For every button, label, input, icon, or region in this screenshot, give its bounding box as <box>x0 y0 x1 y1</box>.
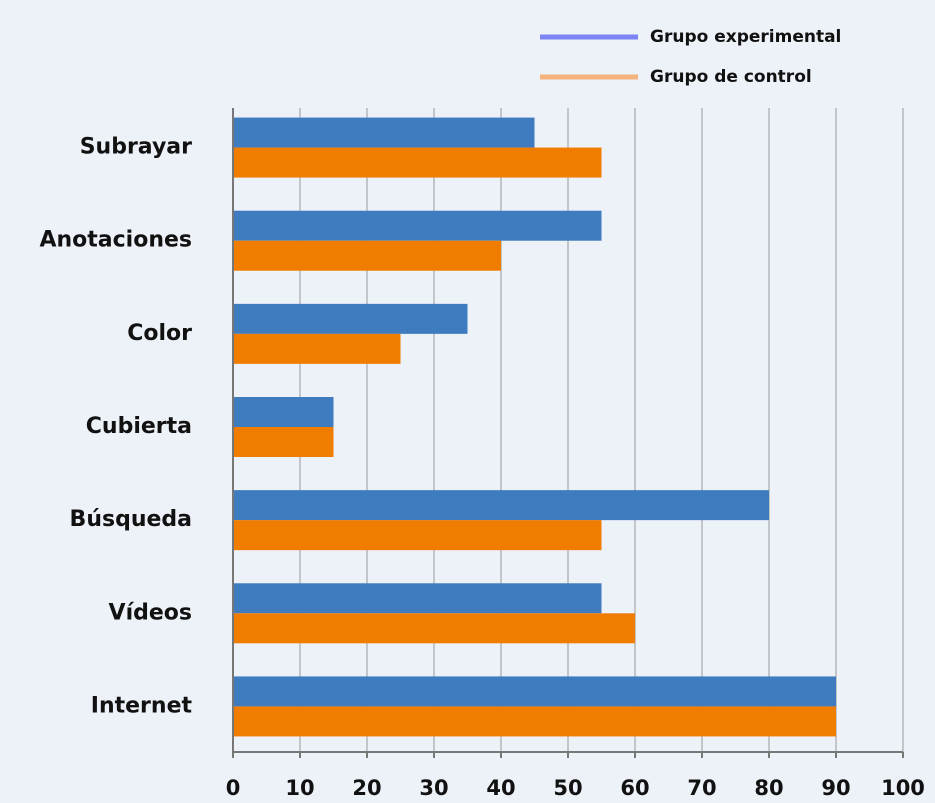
x-tick-label: 80 <box>754 776 783 800</box>
bar <box>233 706 836 737</box>
bar <box>233 676 836 707</box>
bar <box>233 490 769 521</box>
x-tick-label: 10 <box>285 776 314 800</box>
y-tick-label: Subrayar <box>80 135 192 160</box>
bar <box>233 210 602 241</box>
legend-label: Grupo de control <box>650 67 812 87</box>
x-tick-label: 100 <box>881 776 925 800</box>
x-tick-label: 20 <box>352 776 381 800</box>
y-tick-label: Búsqueda <box>70 507 192 532</box>
bar <box>233 427 334 457</box>
x-tick-label: 60 <box>620 776 649 800</box>
y-tick-label: Internet <box>91 693 193 718</box>
x-tick-label: 0 <box>226 776 241 800</box>
bar <box>233 303 468 334</box>
y-tick-label: Cubierta <box>86 414 192 439</box>
y-tick-label: Color <box>127 321 192 346</box>
y-tick-label: Vídeos <box>109 600 192 625</box>
y-tick-label: Anotaciones <box>39 228 192 253</box>
bar <box>233 147 602 178</box>
bar <box>233 397 334 427</box>
x-tick-label: 50 <box>553 776 582 800</box>
bar <box>233 333 401 364</box>
x-tick-label: 40 <box>486 776 515 800</box>
x-tick-label: 30 <box>419 776 448 800</box>
bar <box>233 583 602 614</box>
x-tick-label: 90 <box>821 776 850 800</box>
legend-label: Grupo experimental <box>650 27 841 47</box>
x-tick-label: 70 <box>687 776 716 800</box>
bar <box>233 520 602 551</box>
bar <box>233 240 501 271</box>
bar <box>233 613 635 644</box>
bar <box>233 117 535 148</box>
